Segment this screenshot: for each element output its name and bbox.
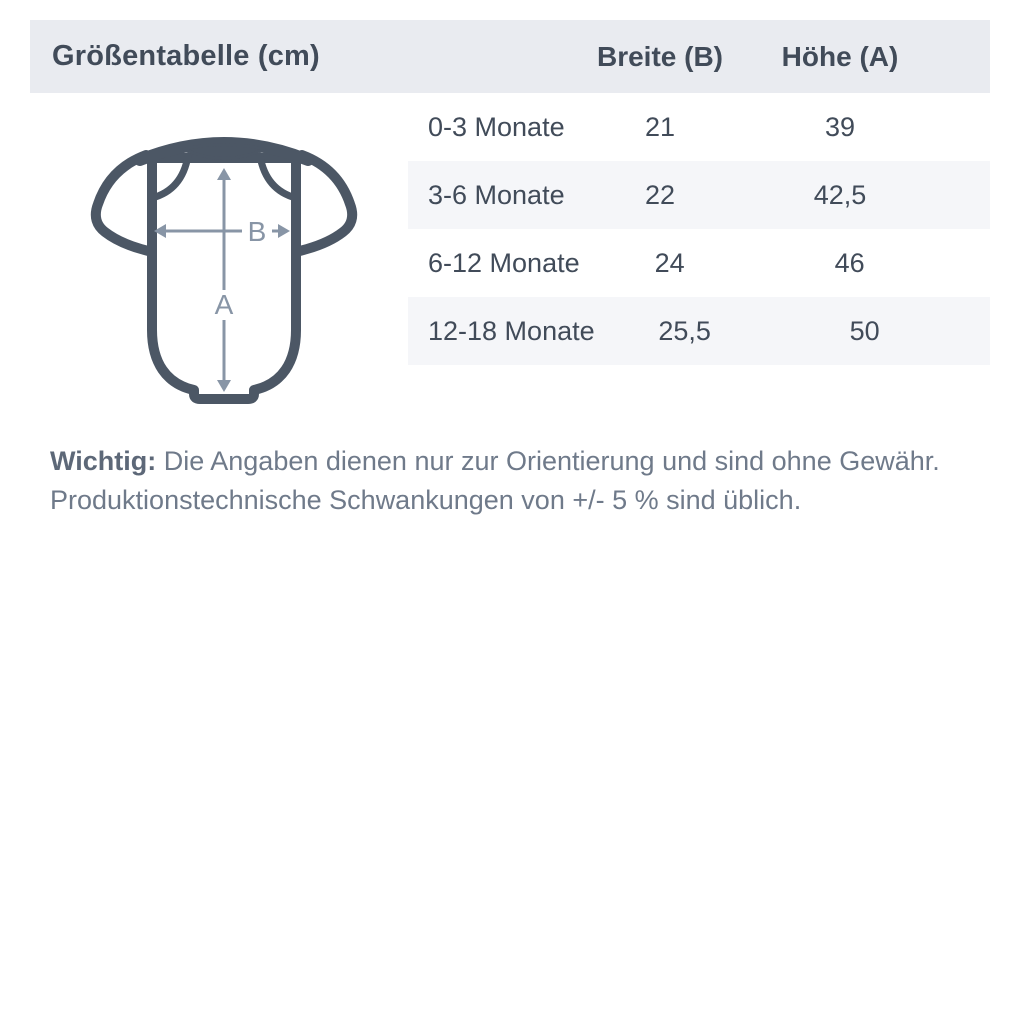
bodysuit-right-shoulder-fold (256, 152, 300, 202)
breite-value: 24 (654, 247, 685, 278)
size-table: 0-3 Monate 21 39 3-6 Monate 22 42,5 6-12… (30, 93, 990, 365)
hoehe-value: 50 (849, 315, 880, 346)
note-line-1: Wichtig: Die Angaben dienen nur zur Orie… (50, 442, 980, 481)
bodysuit-neck-opening (182, 143, 266, 160)
size-label: 3-6 Monate (428, 179, 565, 210)
height-label: A (215, 289, 234, 320)
width-label: B (248, 216, 267, 247)
bodysuit-diagram: A B (70, 118, 390, 418)
disclaimer-note: Wichtig: Die Angaben dienen nur zur Orie… (50, 442, 980, 520)
width-arrowhead-left-icon (154, 224, 166, 238)
height-arrowhead-up-icon (217, 168, 231, 180)
table-row: 6-12 Monate 24 46 (408, 229, 990, 297)
breite-value: 22 (644, 179, 676, 210)
bodysuit-left-shoulder-fold (148, 152, 192, 202)
hoehe-value: 46 (834, 247, 865, 278)
bodysuit-right-sleeve (291, 150, 358, 257)
bodysuit-icon: A B (90, 137, 358, 404)
note-lead: Wichtig: (50, 446, 157, 476)
table-row: 3-6 Monate 22 42,5 (408, 161, 990, 229)
table-row: 0-3 Monate 21 39 (408, 93, 990, 161)
bodysuit-left-sleeve (90, 150, 157, 257)
column-header-hoehe: Höhe (A) (781, 40, 899, 72)
size-label: 6-12 Monate (428, 247, 580, 278)
width-arrowhead-right-icon (278, 224, 290, 238)
note-line-2: Produktionstechnische Schwankungen von +… (50, 485, 802, 515)
size-label: 12-18 Monate (428, 315, 595, 346)
breite-value: 21 (644, 111, 676, 142)
hoehe-value: 39 (824, 111, 856, 142)
height-arrowhead-down-icon (217, 380, 231, 392)
hoehe-value: 42,5 (813, 179, 867, 210)
breite-value: 25,5 (658, 315, 711, 346)
column-header-breite: Breite (B) (596, 40, 723, 72)
size-label: 0-3 Monate (428, 111, 565, 142)
size-chart-title: Größentabelle (cm) (52, 40, 320, 72)
size-chart-header: Größentabelle (cm) Breite (B) Höhe (A) (30, 20, 990, 93)
note-line-1-text: Die Angaben dienen nur zur Orientierung … (156, 446, 940, 476)
table-row: 12-18 Monate 25,5 50 (408, 297, 990, 365)
